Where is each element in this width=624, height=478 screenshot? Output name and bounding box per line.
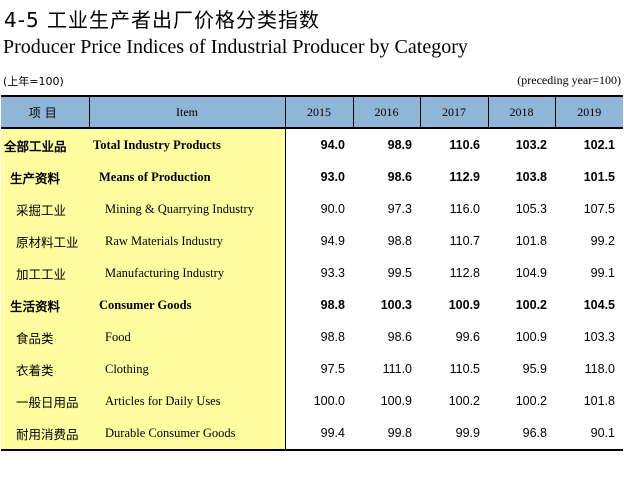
- value-cell: 97.5: [320, 362, 345, 376]
- value-cell: 103.8: [515, 170, 547, 184]
- value-cell: 98.8: [387, 234, 412, 248]
- value-cell: 98.6: [387, 330, 412, 344]
- header-item-english: Item: [88, 95, 285, 129]
- header-year-2016: 2016: [352, 95, 420, 129]
- value-cell: 100.3: [380, 298, 412, 312]
- value-cell: 100.0: [313, 394, 345, 408]
- value-cell: 99.5: [387, 266, 412, 280]
- value-cell: 94.9: [320, 234, 345, 248]
- row-label-english: Total Industry Products: [89, 128, 286, 161]
- value-cell: 111.0: [382, 362, 412, 376]
- value-cell: 104.5: [583, 298, 615, 312]
- row-label-chinese: 食品类: [1, 321, 89, 353]
- header-year-2018: 2018: [487, 95, 555, 129]
- page-title-english: Producer Price Indices of Industrial Pro…: [3, 36, 468, 58]
- value-cell: 100.9: [380, 394, 412, 408]
- table-row: 生产资料 Means of Production 93.0 98.6 112.9 103.…: [1, 161, 623, 193]
- value-cell: 102.1: [583, 138, 615, 152]
- table-row: 原材料工业 Raw Materials Industry 94.9 98.8 110.7…: [1, 225, 623, 257]
- value-cell: 100.2: [448, 394, 480, 408]
- value-cell: 100.2: [515, 394, 547, 408]
- table-row: 加工工业 Manufacturing Industry 93.3 99.5 112.8 1…: [1, 257, 623, 289]
- value-cell: 101.8: [583, 394, 615, 408]
- table-row: 一般日用品 Articles for Daily Uses 100.0 100.9 10…: [1, 385, 623, 417]
- value-cell: 101.8: [515, 234, 547, 248]
- table-row: 衣着类 Clothing 97.5 111.0 110.5 95.9 118.0: [1, 353, 623, 385]
- value-cell: 100.2: [515, 298, 547, 312]
- value-cell: 97.3: [387, 202, 412, 216]
- row-label-english: Manufacturing Industry: [89, 257, 286, 289]
- value-cell: 116.0: [449, 202, 480, 216]
- table-row: 生活资料 Consumer Goods 98.8 100.3 100.9 100.2 104…: [1, 289, 623, 321]
- header-year-2019: 2019: [554, 95, 623, 129]
- value-cell: 110.5: [449, 362, 480, 376]
- header-year-2015: 2015: [284, 95, 353, 129]
- value-cell: 103.3: [583, 330, 615, 344]
- value-cell: 98.9: [387, 138, 412, 152]
- row-label-english: Raw Materials Industry: [89, 225, 286, 257]
- value-cell: 96.8: [488, 417, 555, 451]
- row-label-chinese: 原材料工业: [1, 225, 89, 257]
- value-cell: 105.3: [515, 202, 547, 216]
- table-body: 全部工业品 Total Industry Products 94.0 98.9 110.…: [1, 128, 623, 451]
- value-cell: 103.2: [515, 138, 547, 152]
- value-cell: 110.6: [449, 138, 480, 152]
- value-cell: 100.9: [515, 330, 547, 344]
- row-label-chinese: 全部工业品: [1, 128, 89, 161]
- header-year-2017: 2017: [419, 95, 488, 129]
- table-row: 采掘工业 Mining & Quarrying Industry 90.0 97.3 1…: [1, 193, 623, 225]
- price-index-table: 项目 Item 2015 2016 2017 2018 2019 全部工业品 To…: [1, 95, 623, 451]
- row-label-english: Consumer Goods: [89, 289, 286, 321]
- table-row: 食品类 Food 98.8 98.6 99.6 100.9 103.3: [1, 321, 623, 353]
- value-cell: 90.0: [320, 202, 345, 216]
- row-label-chinese: 采掘工业: [1, 193, 89, 225]
- row-label-english: Food: [89, 321, 286, 353]
- row-label-english: Means of Production: [89, 161, 286, 193]
- header-item-chinese: 项目: [1, 95, 89, 129]
- value-cell: 101.5: [583, 170, 615, 184]
- value-cell: 118.0: [584, 362, 615, 376]
- value-cell: 112.8: [449, 266, 480, 280]
- value-cell: 94.0: [320, 138, 345, 152]
- value-cell: 90.1: [555, 417, 623, 451]
- value-cell: 98.6: [387, 170, 412, 184]
- value-cell: 99.9: [420, 417, 488, 451]
- value-cell: 110.7: [449, 234, 480, 248]
- row-label-chinese: 耐用消费品: [1, 417, 89, 451]
- row-label-chinese: 衣着类: [1, 353, 89, 385]
- value-cell: 100.9: [448, 298, 480, 312]
- table-row: 耐用消费品 Durable Consumer Goods 99.4 99.8 99.9 9…: [1, 417, 623, 451]
- table-header-row: 项目 Item 2015 2016 2017 2018 2019: [1, 95, 623, 129]
- unit-note-chinese: (上年=100): [3, 75, 64, 88]
- row-label-english: Mining & Quarrying Industry: [89, 193, 286, 225]
- row-label-chinese: 生产资料: [1, 161, 89, 193]
- value-cell: 99.2: [590, 234, 615, 248]
- row-label-chinese: 一般日用品: [1, 385, 89, 417]
- row-label-english: Articles for Daily Uses: [89, 385, 286, 417]
- row-label-english: Clothing: [89, 353, 286, 385]
- value-cell: 99.6: [455, 330, 480, 344]
- row-label-english: Durable Consumer Goods: [89, 417, 286, 451]
- table-row: 全部工业品 Total Industry Products 94.0 98.9 110.…: [1, 128, 623, 161]
- value-cell: 99.8: [353, 417, 420, 451]
- value-cell: 112.9: [449, 170, 480, 184]
- value-cell: 98.8: [320, 298, 345, 312]
- value-cell: 104.9: [515, 266, 547, 280]
- value-cell: 93.3: [320, 266, 345, 280]
- value-cell: 98.8: [320, 330, 345, 344]
- value-cell: 95.9: [522, 362, 547, 376]
- value-cell: 99.1: [590, 266, 615, 280]
- value-cell: 107.5: [583, 202, 615, 216]
- unit-note-english: (preceding year=100): [517, 73, 621, 87]
- value-cell: 93.0: [320, 170, 345, 184]
- row-label-chinese: 加工工业: [1, 257, 89, 289]
- page-title-chinese: 4-5 工业生产者出厂价格分类指数: [4, 8, 321, 32]
- value-cell: 99.4: [285, 417, 353, 451]
- row-label-chinese: 生活资料: [1, 289, 89, 321]
